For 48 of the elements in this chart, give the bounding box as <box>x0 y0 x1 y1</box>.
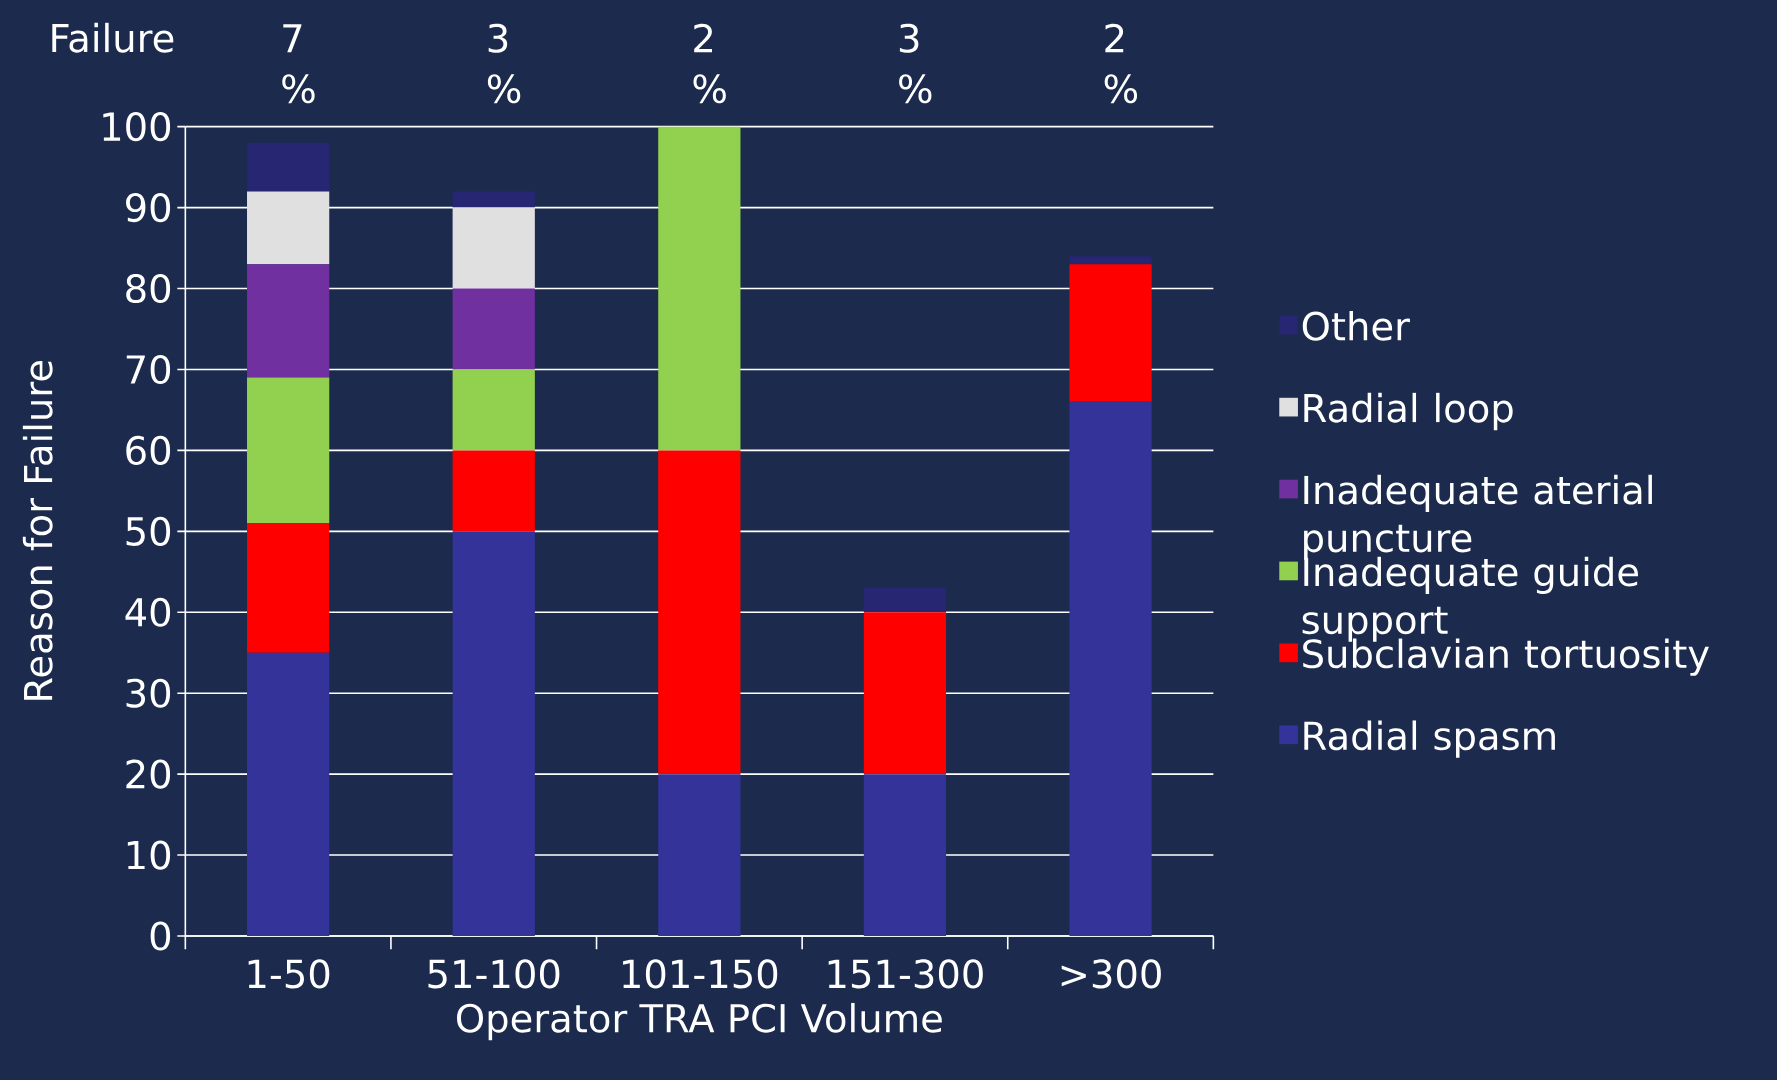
bar <box>863 587 947 613</box>
y-tick-label: 70 <box>126 354 171 385</box>
legend-label: Other <box>1302 310 1410 341</box>
y-tick-label: 40 <box>125 597 171 627</box>
bar <box>863 774 947 936</box>
text: 2 % <box>1104 23 1138 104</box>
y-tick-label: 80 <box>126 273 171 304</box>
y-tick-label: 10 <box>127 840 171 870</box>
x-axis-title: Operator TRA PCI Volume <box>456 1002 942 1041</box>
x-tick-label: 1-50 <box>248 959 330 989</box>
y-tick-label: 50 <box>126 516 171 546</box>
bar <box>452 369 535 451</box>
bar <box>1069 264 1152 402</box>
bar <box>452 288 535 370</box>
bar <box>247 142 330 192</box>
bar <box>1069 401 1152 936</box>
bar <box>863 612 947 775</box>
bar <box>247 264 330 378</box>
y-axis-title: Reason for Failure <box>22 361 53 700</box>
legend-label: Radial loop <box>1304 392 1513 431</box>
y-tick-label: 100 <box>103 112 171 142</box>
text: Failure <box>52 22 174 53</box>
bar <box>247 652 330 936</box>
x-tick-label: >300 <box>1061 959 1161 989</box>
text: 3 % <box>487 23 521 104</box>
legend-label: Radial spasm <box>1304 720 1555 758</box>
y-tick-label: 60 <box>126 435 171 465</box>
bar <box>658 450 741 775</box>
bar <box>1069 256 1152 265</box>
x-tick-label: 101-150 <box>623 959 778 989</box>
bar <box>247 523 330 653</box>
x-tick-label: 51-100 <box>428 959 560 989</box>
bar <box>247 191 330 265</box>
bar <box>247 377 330 524</box>
bar <box>452 191 535 208</box>
text: 7 % <box>282 24 315 104</box>
y-tick-label: 90 <box>126 193 171 223</box>
x-tick-label: 151-300 <box>828 959 983 989</box>
text: 3 % <box>899 23 932 104</box>
bar <box>658 126 741 451</box>
bar <box>452 207 535 289</box>
bar <box>658 774 741 936</box>
bar <box>452 531 535 936</box>
y-tick-label: 0 <box>150 921 171 951</box>
y-tick-label: 20 <box>126 759 171 789</box>
bar <box>452 450 535 532</box>
text: 2 % <box>693 23 726 104</box>
y-tick-label: 30 <box>126 678 171 708</box>
